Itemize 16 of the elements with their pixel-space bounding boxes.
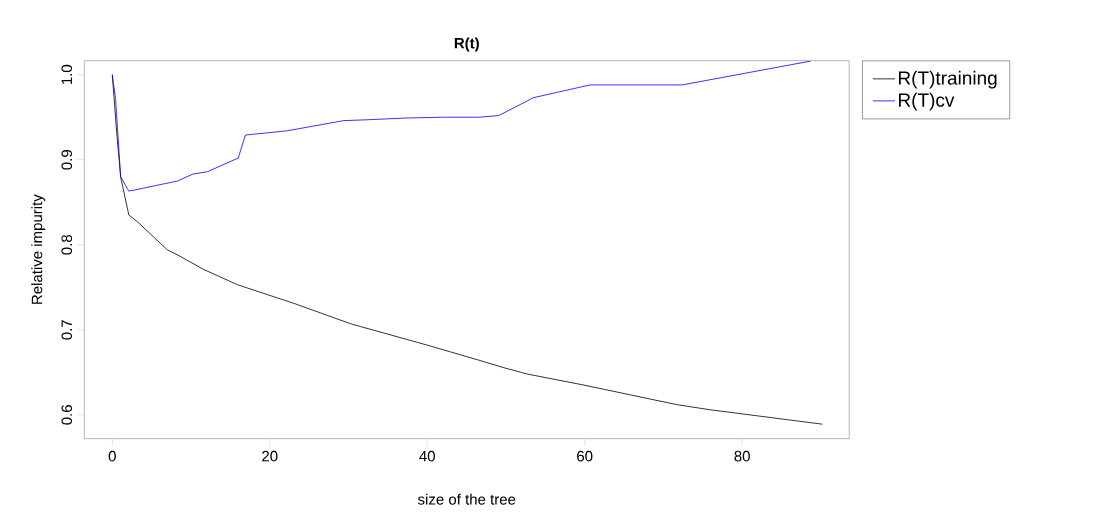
y-tick-label: 0.9 <box>61 150 73 170</box>
x-axis-title: size of the tree <box>417 493 516 505</box>
chart-title: R(t) <box>454 37 479 52</box>
y-tick-label: 0.7 <box>61 320 73 340</box>
x-tick-label: 0 <box>108 450 116 462</box>
legend-label: R(T)training <box>898 70 997 89</box>
legend-label: R(T)cv <box>898 92 955 111</box>
y-axis-title: Relative impurity <box>31 194 46 304</box>
y-tick-label: 0.6 <box>61 405 73 425</box>
x-tick-label: 20 <box>262 450 278 462</box>
x-tick-label: 40 <box>419 450 435 462</box>
line-series <box>111 60 812 192</box>
x-tick-label: 60 <box>577 450 593 462</box>
x-tick-label: 80 <box>734 450 750 462</box>
y-tick-label: 1.0 <box>61 64 73 84</box>
y-tick-label: 0.8 <box>61 235 73 255</box>
